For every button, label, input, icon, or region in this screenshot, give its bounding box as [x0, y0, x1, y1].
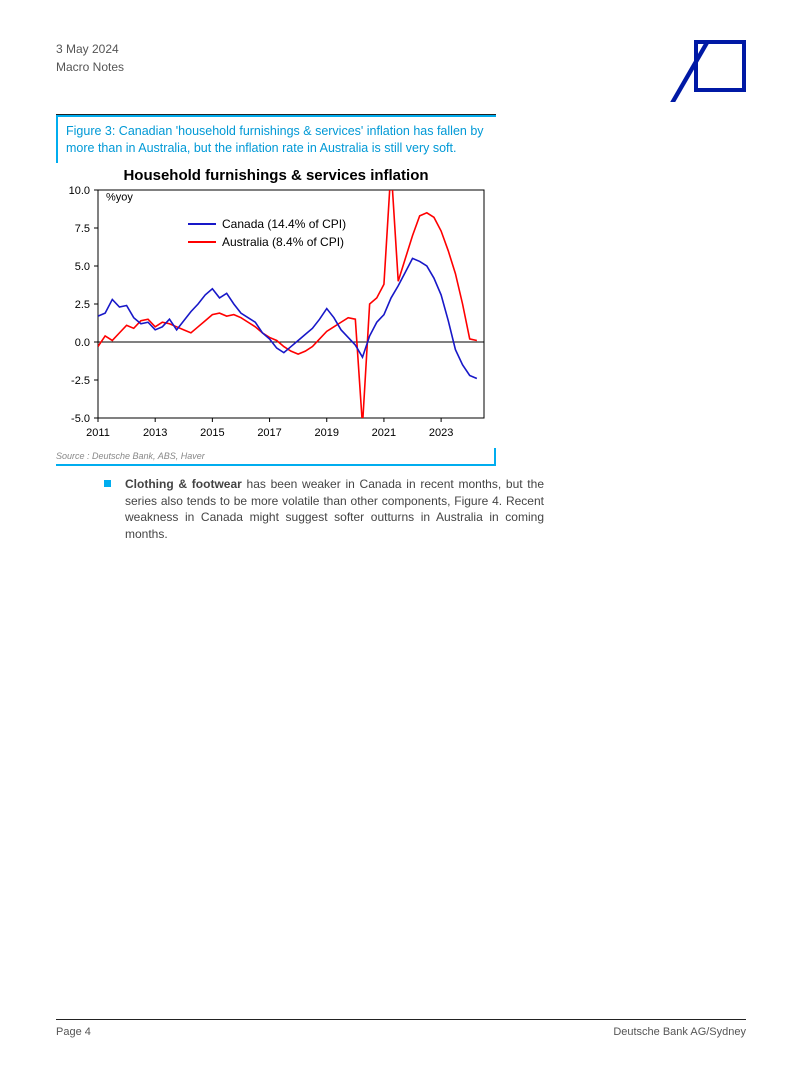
bullet-bold: Clothing & footwear — [125, 477, 242, 491]
page-footer: Page 4 Deutsche Bank AG/Sydney — [56, 1019, 746, 1038]
svg-text:2011: 2011 — [86, 427, 110, 439]
figure-caption: Figure 3: Canadian 'household furnishing… — [56, 115, 496, 163]
svg-text:2.5: 2.5 — [75, 299, 90, 311]
footer-brand: Deutsche Bank AG/Sydney — [613, 1026, 746, 1038]
header-meta: 3 May 2024 Macro Notes — [56, 40, 124, 76]
svg-text:-2.5: -2.5 — [71, 375, 90, 387]
page-header: 3 May 2024 Macro Notes — [56, 40, 746, 92]
svg-text:2019: 2019 — [314, 427, 338, 439]
svg-text:2015: 2015 — [200, 427, 224, 439]
line-chart: -5.0 -2.5 0.0 2.5 5.0 7.5 10.0 2011 2013 2015 2017… — [56, 184, 496, 444]
svg-text:2023: 2023 — [429, 427, 453, 439]
footer-page: Page 4 — [56, 1026, 91, 1038]
figure-caption-text: Figure 3: Canadian 'household furnishing… — [66, 124, 484, 155]
bullet-icon — [104, 480, 111, 487]
svg-text:7.5: 7.5 — [75, 223, 90, 235]
svg-text:%yoy: %yoy — [106, 191, 133, 203]
chart-source: Source : Deutsche Bank, ABS, Haver — [56, 448, 496, 466]
svg-text:0.0: 0.0 — [75, 337, 90, 349]
svg-text:-5.0: -5.0 — [71, 413, 90, 425]
chart-container: Household furnishings & services inflati… — [56, 167, 496, 444]
svg-text:10.0: 10.0 — [69, 185, 90, 197]
svg-text:Canada (14.4% of CPI): Canada (14.4% of CPI) — [222, 217, 346, 231]
footer-rule — [56, 1019, 746, 1020]
svg-text:2017: 2017 — [257, 427, 281, 439]
bullet-text: Clothing & footwear has been weaker in C… — [125, 476, 544, 543]
header-date: 3 May 2024 — [56, 40, 124, 58]
header-doctype: Macro Notes — [56, 58, 124, 76]
svg-text:5.0: 5.0 — [75, 261, 90, 273]
bullet-item: Clothing & footwear has been weaker in C… — [104, 476, 544, 543]
deutsche-bank-logo-icon — [694, 40, 746, 92]
svg-text:2013: 2013 — [143, 427, 167, 439]
svg-text:Australia (8.4% of CPI): Australia (8.4% of CPI) — [222, 235, 344, 249]
chart-source-text: Source : Deutsche Bank, ABS, Haver — [56, 451, 205, 461]
chart-title: Household furnishings & services inflati… — [56, 167, 496, 184]
svg-text:2021: 2021 — [372, 427, 396, 439]
